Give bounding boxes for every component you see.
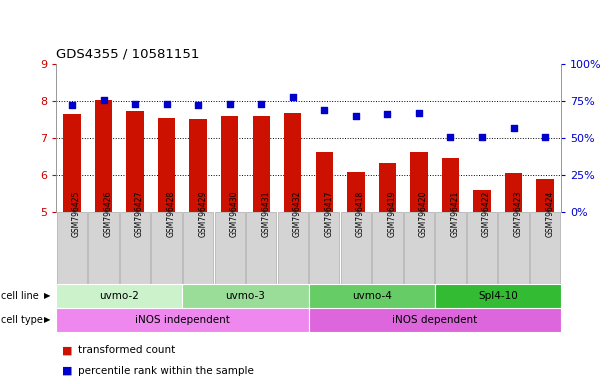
- Point: [162, 101, 172, 107]
- Point: [477, 134, 487, 140]
- Bar: [277, 212, 308, 284]
- Bar: [126, 111, 144, 212]
- Bar: [309, 308, 561, 332]
- Text: GDS4355 / 10581151: GDS4355 / 10581151: [56, 47, 200, 60]
- Bar: [56, 284, 182, 308]
- Bar: [316, 152, 333, 212]
- Bar: [536, 179, 554, 212]
- Point: [382, 111, 392, 118]
- Text: GSM796419: GSM796419: [387, 191, 397, 237]
- Text: GSM796420: GSM796420: [419, 191, 428, 237]
- Point: [225, 101, 235, 107]
- Bar: [410, 152, 428, 212]
- Text: GSM796424: GSM796424: [545, 191, 554, 237]
- Text: GSM796428: GSM796428: [167, 191, 175, 237]
- Bar: [89, 212, 119, 284]
- Point: [98, 96, 108, 103]
- Text: GSM796418: GSM796418: [356, 191, 365, 237]
- Point: [67, 103, 77, 109]
- Bar: [252, 116, 270, 212]
- Text: ■: ■: [62, 366, 73, 376]
- Bar: [474, 190, 491, 212]
- Text: ▶: ▶: [44, 291, 51, 301]
- Bar: [505, 173, 522, 212]
- Text: percentile rank within the sample: percentile rank within the sample: [78, 366, 254, 376]
- Text: GSM796422: GSM796422: [482, 191, 491, 237]
- Bar: [309, 212, 340, 284]
- Point: [445, 134, 455, 140]
- Text: GSM796425: GSM796425: [72, 191, 81, 237]
- Text: GSM796429: GSM796429: [198, 191, 207, 237]
- Bar: [158, 118, 175, 212]
- Text: GSM796423: GSM796423: [514, 191, 522, 237]
- Bar: [442, 157, 459, 212]
- Text: iNOS independent: iNOS independent: [135, 315, 230, 325]
- Bar: [435, 284, 561, 308]
- Text: transformed count: transformed count: [78, 345, 175, 355]
- Point: [288, 93, 298, 99]
- Text: Spl4-10: Spl4-10: [478, 291, 518, 301]
- Bar: [152, 212, 181, 284]
- Bar: [404, 212, 434, 284]
- Bar: [214, 212, 245, 284]
- Text: uvmo-2: uvmo-2: [100, 291, 139, 301]
- Point: [351, 113, 360, 119]
- Point: [130, 101, 140, 107]
- Text: GSM796431: GSM796431: [262, 191, 270, 237]
- Text: GSM796426: GSM796426: [103, 191, 112, 237]
- Point: [193, 103, 203, 109]
- Bar: [347, 172, 365, 212]
- Bar: [56, 308, 309, 332]
- Bar: [341, 212, 371, 284]
- Text: uvmo-4: uvmo-4: [352, 291, 392, 301]
- Bar: [189, 119, 207, 212]
- Bar: [246, 212, 276, 284]
- Text: GSM796417: GSM796417: [324, 191, 334, 237]
- Bar: [284, 113, 301, 212]
- Bar: [309, 284, 435, 308]
- Bar: [499, 212, 529, 284]
- Text: GSM796432: GSM796432: [293, 191, 302, 237]
- Bar: [64, 114, 81, 212]
- Point: [509, 124, 519, 131]
- Bar: [120, 212, 150, 284]
- Bar: [182, 284, 309, 308]
- Bar: [379, 163, 396, 212]
- Bar: [221, 116, 238, 212]
- Text: GSM796421: GSM796421: [450, 191, 459, 237]
- Bar: [57, 212, 87, 284]
- Point: [320, 107, 329, 113]
- Point: [257, 101, 266, 107]
- Text: ▶: ▶: [44, 316, 51, 324]
- Bar: [372, 212, 403, 284]
- Bar: [95, 100, 112, 212]
- Text: uvmo-3: uvmo-3: [225, 291, 265, 301]
- Point: [540, 134, 550, 140]
- Point: [414, 110, 424, 116]
- Text: ■: ■: [62, 345, 73, 355]
- Bar: [467, 212, 497, 284]
- Text: cell type: cell type: [1, 315, 43, 325]
- Text: GSM796427: GSM796427: [135, 191, 144, 237]
- Bar: [530, 212, 560, 284]
- Text: cell line: cell line: [1, 291, 39, 301]
- Text: GSM796430: GSM796430: [230, 191, 239, 237]
- Bar: [183, 212, 213, 284]
- Text: iNOS dependent: iNOS dependent: [392, 315, 477, 325]
- Bar: [436, 212, 466, 284]
